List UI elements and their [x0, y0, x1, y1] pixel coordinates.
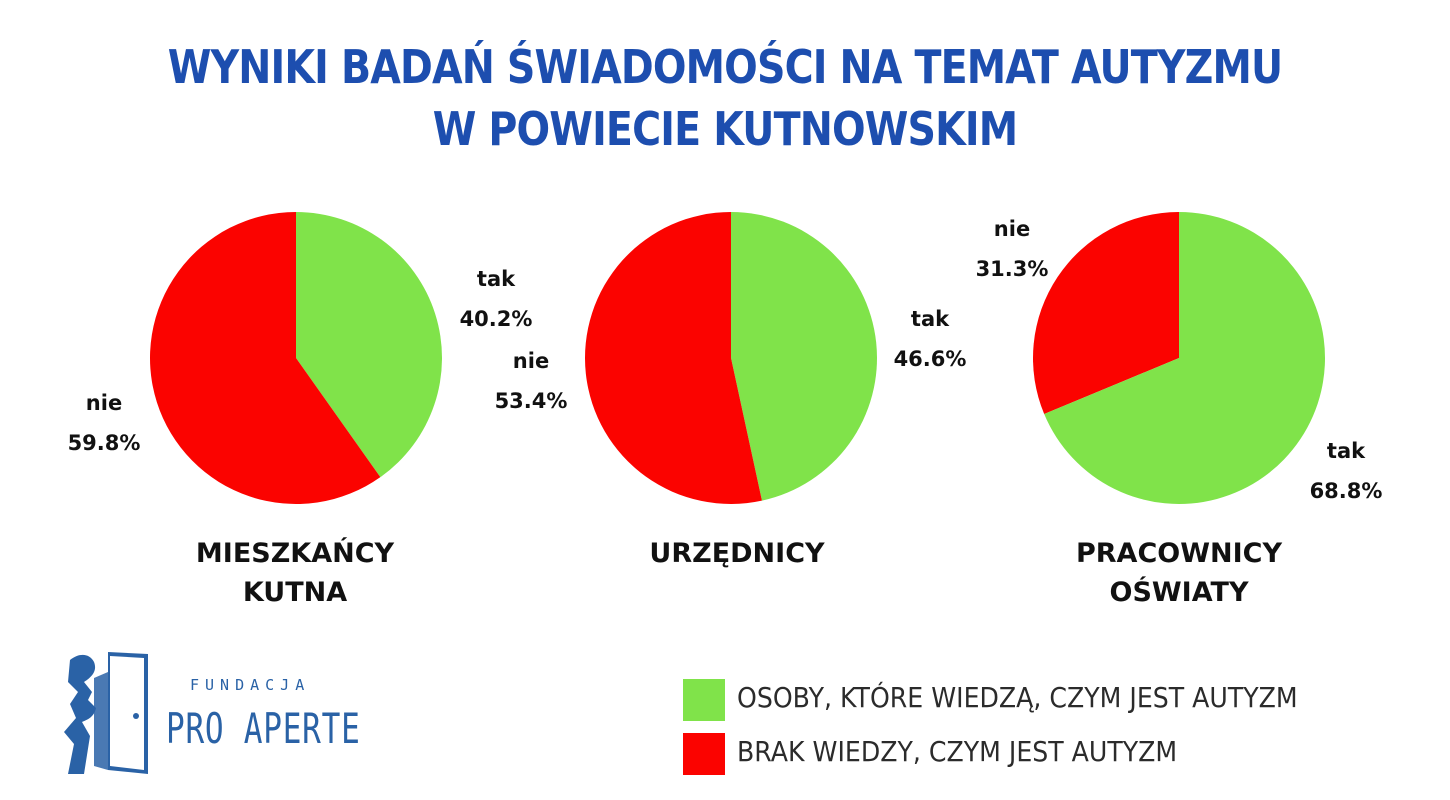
slice-value-label: 31.3%: [976, 257, 1049, 281]
page-title: WYNIKI BADAŃ ŚWIADOMOŚCI NA TEMAT AUTYZM…: [102, 36, 1349, 160]
logo-big-text: PRO APERTE: [166, 704, 361, 753]
slice-value-label: 40.2%: [460, 307, 533, 331]
legend-label: OSOBY, KTÓRE WIEDZĄ, CZYM JEST AUTYZM: [737, 681, 1298, 714]
caption-line: MIESZKAŃCY: [195, 538, 395, 569]
slice-category-label: tak: [911, 307, 950, 331]
legend-label: BRAK WIEDZY, CZYM JEST AUTYZM: [737, 735, 1178, 768]
legend-swatch-green: [683, 679, 725, 721]
slice-value-label: 53.4%: [495, 389, 568, 413]
slice-category-label: tak: [477, 267, 516, 291]
title-line-2: W POWIECIE KUTNOWSKIM: [432, 102, 1018, 156]
logo-small-text: FUNDACJA: [190, 676, 311, 694]
pie-slice-tak: [1044, 212, 1326, 504]
slice-value-label: 59.8%: [68, 431, 141, 455]
pie-slice-nie: [150, 212, 381, 504]
pie-slice-nie: [585, 212, 762, 504]
legend-swatch-red: [683, 733, 725, 775]
door-person-logo-icon: [64, 652, 148, 774]
slice-category-label: tak: [1327, 439, 1366, 463]
chart-caption-urzednicy: URZĘDNICY: [577, 534, 897, 573]
chart-caption-mieszkancy: MIESZKAŃCY KUTNA: [135, 534, 455, 612]
slice-category-label: nie: [513, 349, 549, 373]
chart-caption-pracownicy: PRACOWNICY OŚWIATY: [1019, 534, 1339, 612]
caption-line: KUTNA: [242, 577, 348, 608]
title-line-1: WYNIKI BADAŃ ŚWIADOMOŚCI NA TEMAT AUTYZM…: [167, 40, 1283, 94]
pie-slice-tak: [731, 212, 878, 501]
slice-category-label: nie: [86, 391, 122, 415]
pie-slice-nie: [1033, 211, 1179, 415]
caption-line: PRACOWNICY: [1075, 538, 1283, 569]
slice-value-label: 46.6%: [894, 347, 967, 371]
slice-value-label: 68.8%: [1310, 479, 1383, 503]
caption-line: URZĘDNICY: [649, 538, 825, 569]
caption-line: OŚWIATY: [1109, 577, 1249, 608]
slice-category-label: nie: [994, 217, 1030, 241]
pie-slice-tak: [296, 212, 443, 478]
